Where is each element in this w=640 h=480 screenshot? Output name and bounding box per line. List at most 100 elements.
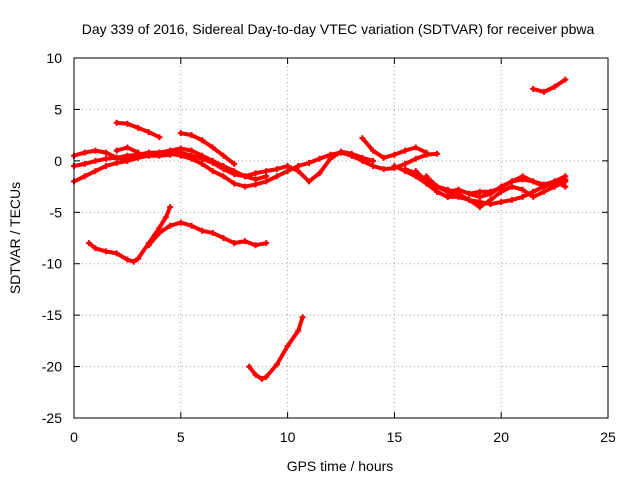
data-point — [177, 219, 184, 226]
data-point — [220, 173, 227, 180]
data-point — [220, 152, 227, 159]
data-point — [273, 166, 280, 173]
data-point — [519, 176, 526, 183]
y-tick-label: -20 — [42, 359, 62, 375]
data-point — [402, 160, 409, 167]
x-tick-label: 0 — [70, 429, 78, 445]
data-point — [156, 152, 163, 159]
data-point — [295, 327, 302, 334]
data-point — [444, 188, 451, 195]
data-point — [434, 183, 441, 190]
data-point — [92, 245, 99, 252]
series-track-o — [530, 76, 569, 95]
x-tick-label: 15 — [387, 429, 403, 445]
data-point — [199, 137, 206, 144]
data-point — [103, 163, 109, 169]
data-point — [370, 163, 376, 169]
data-point — [391, 151, 398, 158]
data-point — [562, 76, 569, 83]
data-point — [498, 188, 505, 195]
data-point — [423, 149, 430, 156]
data-point — [455, 186, 462, 193]
data-point — [476, 188, 483, 195]
data-point — [162, 214, 169, 221]
data-point — [338, 148, 344, 155]
data-point — [252, 170, 259, 177]
data-point — [498, 199, 505, 205]
grid-lines — [74, 58, 608, 418]
data-point — [220, 166, 227, 173]
data-point — [466, 190, 473, 197]
data-point — [209, 159, 216, 166]
data-point — [530, 188, 537, 195]
data-point — [530, 193, 537, 200]
data-point — [380, 154, 387, 161]
data-point — [530, 178, 537, 185]
data-point — [530, 85, 537, 92]
data-point — [241, 183, 248, 190]
x-tick-label: 10 — [280, 429, 296, 445]
data-point — [220, 235, 227, 241]
data-point — [402, 166, 409, 173]
data-point — [284, 168, 291, 175]
chart-title: Day 339 of 2016, Sidereal Day-to-day VTE… — [82, 21, 595, 37]
data-point — [540, 181, 547, 188]
data-point — [156, 224, 163, 231]
data-point — [231, 180, 238, 187]
data-point — [167, 204, 174, 211]
data-point — [284, 163, 291, 169]
data-point — [263, 373, 270, 380]
data-point — [540, 88, 547, 95]
x-tick-label: 25 — [600, 429, 616, 445]
data-point — [252, 181, 259, 188]
y-tick-label: -5 — [50, 204, 63, 220]
series-track-h — [145, 219, 270, 249]
data-point — [81, 149, 88, 156]
data-point — [113, 250, 120, 257]
y-axis-label: SDTVAR / TECUs — [7, 182, 23, 294]
data-point — [263, 173, 270, 180]
data-point — [156, 134, 163, 141]
data-point — [199, 160, 206, 167]
data-point — [177, 130, 184, 137]
data-point — [199, 227, 206, 234]
data-point — [199, 155, 206, 162]
data-point — [412, 144, 419, 151]
data-point — [476, 199, 483, 205]
data-point — [487, 190, 494, 197]
data-point — [231, 160, 238, 167]
data-point — [466, 196, 473, 203]
data-point — [92, 168, 99, 175]
data-point — [508, 178, 515, 185]
data-point — [113, 119, 120, 126]
data-point — [103, 248, 109, 255]
data-point — [284, 343, 291, 349]
data-point — [412, 155, 419, 162]
data-point — [391, 163, 398, 169]
data-point — [299, 314, 306, 321]
data-point — [359, 135, 366, 142]
data-point — [327, 155, 334, 162]
data-point — [370, 157, 376, 164]
data-point — [231, 240, 238, 247]
data-point — [167, 222, 174, 229]
series-track-i — [246, 314, 306, 382]
data-point — [263, 240, 270, 247]
data-point — [145, 242, 152, 249]
data-point — [316, 170, 323, 177]
data-point — [92, 157, 99, 164]
data-point — [81, 173, 88, 180]
data-point — [455, 193, 462, 200]
data-point — [252, 371, 259, 378]
x-axis-label: GPS time / hours — [287, 458, 394, 474]
data-point — [252, 176, 259, 183]
data-point — [487, 201, 494, 208]
data-point — [476, 193, 483, 200]
x-tick-label: 20 — [493, 429, 509, 445]
data-point — [434, 150, 441, 157]
data-point — [86, 240, 92, 247]
data-point — [209, 144, 216, 151]
data-point — [508, 196, 515, 203]
data-point — [423, 178, 430, 185]
